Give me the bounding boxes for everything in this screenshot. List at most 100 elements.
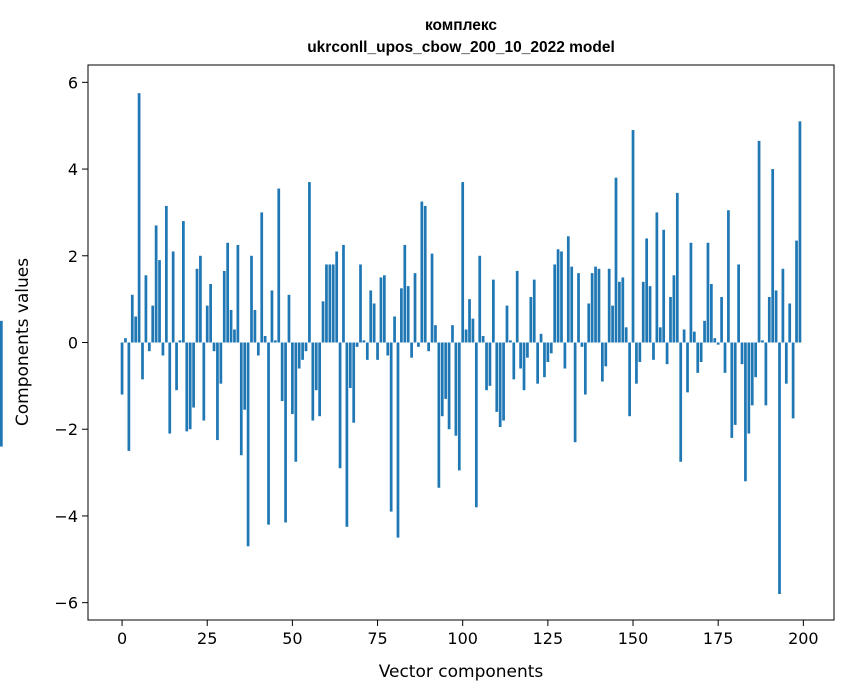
bar — [614, 177, 618, 343]
bar — [478, 255, 482, 343]
bar — [648, 286, 652, 343]
bar — [689, 242, 693, 343]
bar — [573, 342, 577, 443]
bar — [393, 316, 396, 343]
bar — [784, 342, 788, 384]
bar — [720, 296, 723, 343]
bar — [188, 342, 192, 430]
bar — [158, 260, 161, 343]
bar — [767, 296, 771, 343]
x-tick-label: 200 — [788, 629, 819, 648]
bar — [192, 342, 195, 408]
bar — [740, 342, 744, 365]
bar — [168, 342, 172, 434]
bar — [406, 286, 410, 343]
bar — [710, 283, 713, 343]
bar — [321, 301, 325, 343]
bar — [263, 335, 267, 343]
bar — [474, 342, 478, 508]
x-tick-label: 125 — [533, 629, 564, 648]
bar — [417, 342, 420, 347]
x-tick-label: 0 — [117, 629, 127, 648]
bar — [624, 327, 628, 343]
bar — [226, 242, 230, 343]
bar — [682, 329, 686, 343]
bar — [536, 342, 540, 384]
x-tick-label: 50 — [282, 629, 302, 648]
bar — [120, 342, 124, 395]
bar — [730, 342, 734, 438]
bar — [590, 273, 594, 343]
x-tick-label: 100 — [447, 629, 478, 648]
bar — [328, 264, 332, 343]
bar — [199, 255, 202, 343]
bar — [423, 205, 427, 343]
bar — [658, 327, 662, 343]
bar — [652, 342, 655, 360]
bar — [744, 342, 747, 482]
bar — [243, 342, 247, 410]
bar — [216, 342, 219, 441]
bar — [212, 342, 216, 352]
bar — [233, 329, 236, 343]
bar — [795, 240, 798, 343]
bar — [348, 342, 352, 389]
bar — [771, 169, 775, 343]
bar — [331, 264, 335, 343]
bar — [665, 342, 669, 365]
y-tick-label: 6 — [68, 73, 78, 92]
bar — [161, 342, 165, 356]
bar — [485, 342, 488, 391]
bar — [471, 318, 475, 343]
bar — [761, 340, 764, 343]
x-tick-label: 175 — [703, 629, 734, 648]
bar — [635, 342, 638, 384]
bar — [491, 279, 495, 343]
bar — [672, 275, 676, 343]
bar — [277, 188, 281, 343]
bar — [304, 342, 308, 352]
bar — [127, 342, 131, 451]
bar — [675, 192, 679, 343]
x-axis-label: Vector components — [379, 662, 544, 682]
bar — [144, 275, 148, 343]
bar — [365, 342, 369, 360]
bar — [171, 251, 175, 343]
bar — [713, 338, 717, 343]
bar — [256, 342, 260, 356]
bar — [495, 342, 499, 412]
bar — [229, 309, 233, 343]
bar — [386, 342, 390, 356]
bar — [638, 342, 642, 363]
bar — [679, 342, 683, 462]
bar — [774, 290, 778, 343]
bar — [543, 342, 546, 378]
y-tick-label: 2 — [68, 247, 78, 266]
bar — [182, 221, 185, 343]
bar — [716, 342, 720, 345]
y-tick-label: 4 — [68, 160, 78, 179]
bar — [246, 342, 250, 547]
bar — [563, 342, 567, 369]
bar — [723, 342, 727, 373]
bars-group — [0, 93, 802, 594]
bar — [754, 342, 758, 378]
bar — [308, 182, 311, 343]
bar — [294, 342, 298, 462]
bar — [505, 305, 509, 343]
y-tick-label: −6 — [54, 594, 78, 613]
bar — [175, 342, 178, 391]
bar — [267, 342, 270, 525]
bar — [464, 329, 468, 343]
bar — [607, 268, 611, 343]
bar — [699, 342, 703, 363]
bar — [440, 342, 444, 417]
bar — [519, 342, 522, 369]
bar — [566, 236, 570, 343]
y-tick-label: 0 — [68, 334, 78, 353]
bar — [461, 182, 465, 343]
bar — [250, 255, 253, 343]
bar — [376, 342, 379, 360]
bar — [764, 342, 768, 406]
